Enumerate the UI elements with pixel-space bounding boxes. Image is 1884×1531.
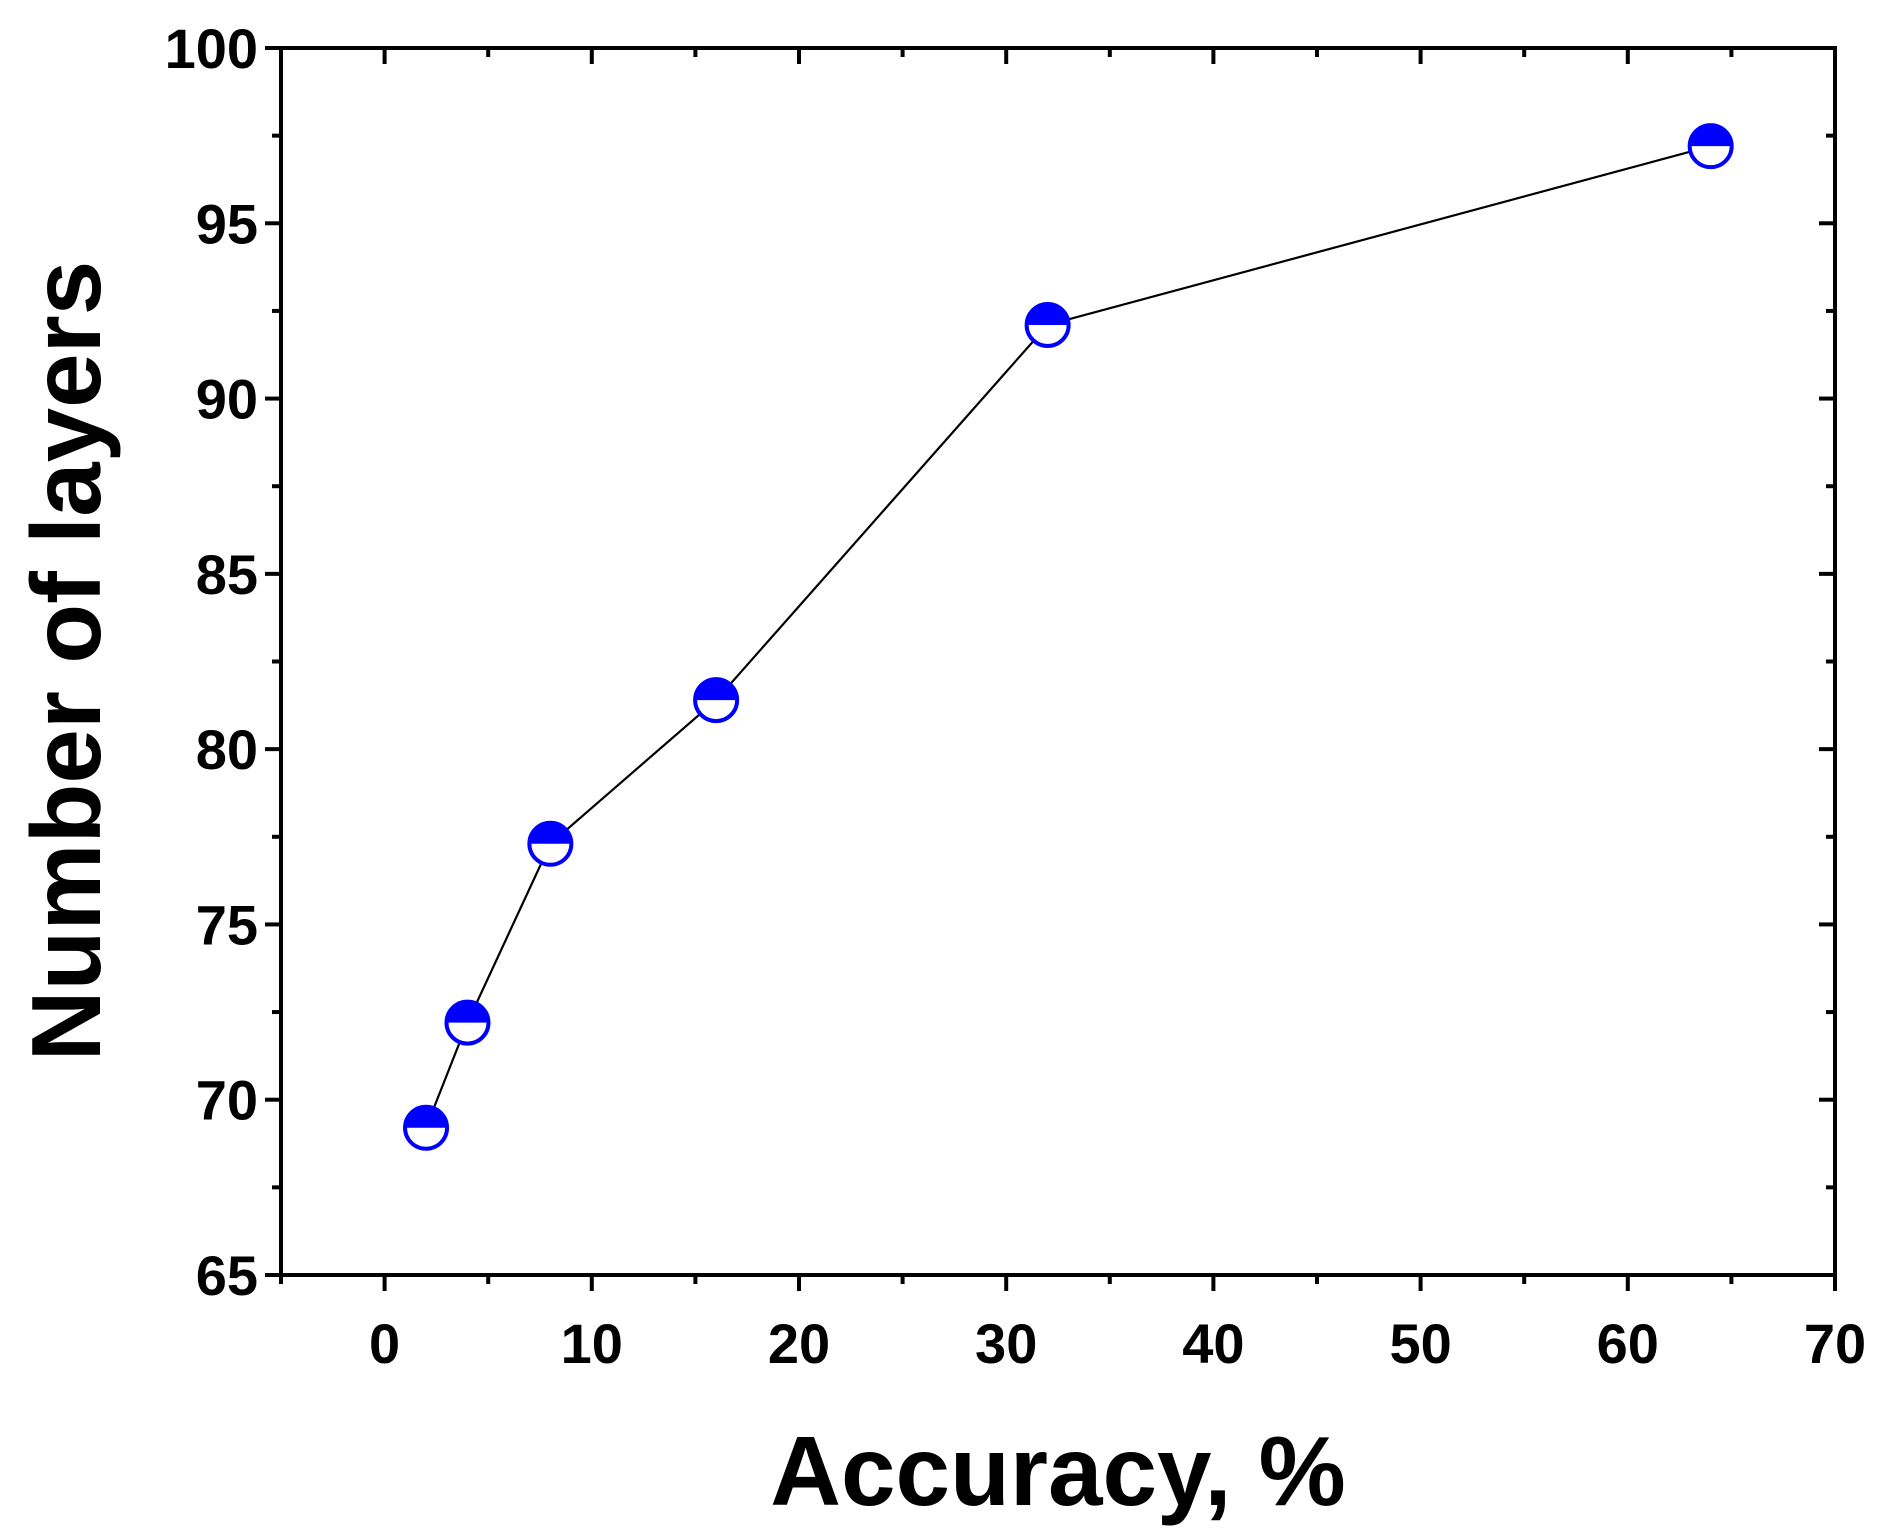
x-tick-label: 60 bbox=[1597, 1312, 1659, 1375]
axis-ticks bbox=[265, 46, 1837, 1291]
y-tick-label: 100 bbox=[165, 17, 258, 80]
data-point bbox=[444, 999, 491, 1046]
y-tick-label: 80 bbox=[196, 718, 258, 781]
data-points bbox=[403, 123, 1734, 1151]
y-tick-label: 65 bbox=[196, 1244, 258, 1307]
data-point-top-half bbox=[695, 679, 738, 701]
y-tick-label: 90 bbox=[196, 368, 258, 431]
x-tick-label: 40 bbox=[1182, 1312, 1244, 1375]
x-tick-label: 50 bbox=[1389, 1312, 1451, 1375]
series-line bbox=[425, 145, 1711, 1129]
x-tick-label: 70 bbox=[1804, 1312, 1866, 1375]
plot-frame bbox=[279, 46, 1837, 1277]
data-point-outline bbox=[693, 677, 740, 724]
data-point-top-half bbox=[1026, 303, 1069, 325]
data-point-top-half bbox=[446, 1001, 489, 1023]
y-tick-label: 75 bbox=[196, 893, 258, 956]
y-tick-label: 70 bbox=[196, 1069, 258, 1132]
data-point-outline bbox=[527, 820, 574, 867]
y-tick-labels: 65 70 75 80 85 90 95 100 bbox=[165, 17, 258, 1307]
y-axis-title: Number of layers bbox=[11, 261, 121, 1062]
data-point-top-half bbox=[529, 822, 572, 844]
y-tick-label: 95 bbox=[196, 192, 258, 255]
data-point bbox=[693, 677, 740, 724]
data-point-outline bbox=[1687, 123, 1734, 170]
x-tick-label: 20 bbox=[768, 1312, 830, 1375]
x-tick-label: 30 bbox=[975, 1312, 1037, 1375]
data-point bbox=[527, 820, 574, 867]
data-point-outline bbox=[1024, 301, 1071, 348]
x-tick-label: 10 bbox=[561, 1312, 623, 1375]
data-point-top-half bbox=[1689, 125, 1732, 147]
x-tick-labels: 0 10 20 30 40 50 60 70 bbox=[369, 1312, 1866, 1375]
y-tick-label: 85 bbox=[196, 543, 258, 606]
data-point bbox=[1687, 123, 1734, 170]
data-point-top-half bbox=[405, 1106, 448, 1128]
data-point bbox=[1024, 301, 1071, 348]
data-point-outline bbox=[444, 999, 491, 1046]
data-point bbox=[403, 1104, 450, 1151]
x-tick-label: 0 bbox=[369, 1312, 400, 1375]
x-axis-title: Accuracy, % bbox=[770, 1416, 1346, 1526]
data-point-outline bbox=[403, 1104, 450, 1151]
